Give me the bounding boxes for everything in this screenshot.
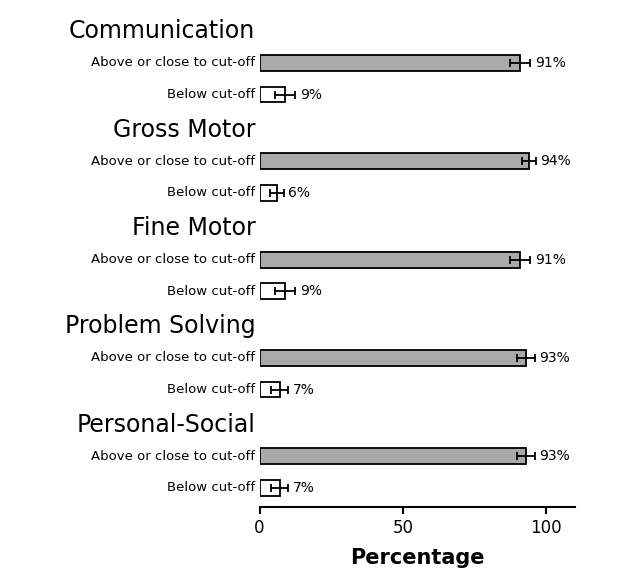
Bar	[260, 480, 279, 496]
Bar	[260, 448, 526, 464]
Text: Above or close to cut-off: Above or close to cut-off	[91, 56, 255, 70]
Text: Problem Solving: Problem Solving	[65, 314, 255, 338]
Bar	[260, 350, 526, 366]
Text: Above or close to cut-off: Above or close to cut-off	[91, 253, 255, 266]
Text: 7%: 7%	[292, 382, 315, 396]
Text: Personal-Social: Personal-Social	[77, 412, 255, 437]
Text: Below cut-off: Below cut-off	[167, 285, 255, 298]
Bar	[260, 185, 277, 201]
Bar	[260, 252, 520, 267]
X-axis label: Percentage: Percentage	[350, 548, 485, 568]
Text: 9%: 9%	[300, 88, 322, 101]
Bar	[260, 382, 279, 397]
Bar	[260, 283, 286, 299]
Text: 91%: 91%	[535, 56, 565, 70]
Text: Below cut-off: Below cut-off	[167, 88, 255, 101]
Bar	[260, 86, 286, 103]
Text: Above or close to cut-off: Above or close to cut-off	[91, 351, 255, 365]
Text: Below cut-off: Below cut-off	[167, 187, 255, 199]
Bar	[260, 153, 529, 169]
Text: 7%: 7%	[292, 481, 315, 495]
Text: Gross Motor: Gross Motor	[112, 118, 255, 142]
Text: Communication: Communication	[69, 20, 255, 43]
Text: 93%: 93%	[539, 449, 570, 463]
Text: Fine Motor: Fine Motor	[132, 216, 255, 240]
Text: 9%: 9%	[300, 284, 322, 298]
Text: 93%: 93%	[539, 351, 570, 365]
Text: Below cut-off: Below cut-off	[167, 383, 255, 396]
Text: Above or close to cut-off: Above or close to cut-off	[91, 155, 255, 168]
Text: 94%: 94%	[540, 154, 571, 168]
Text: Above or close to cut-off: Above or close to cut-off	[91, 450, 255, 463]
Text: 6%: 6%	[288, 186, 310, 200]
Text: 91%: 91%	[535, 253, 565, 267]
Text: Below cut-off: Below cut-off	[167, 482, 255, 494]
Bar	[260, 55, 520, 71]
